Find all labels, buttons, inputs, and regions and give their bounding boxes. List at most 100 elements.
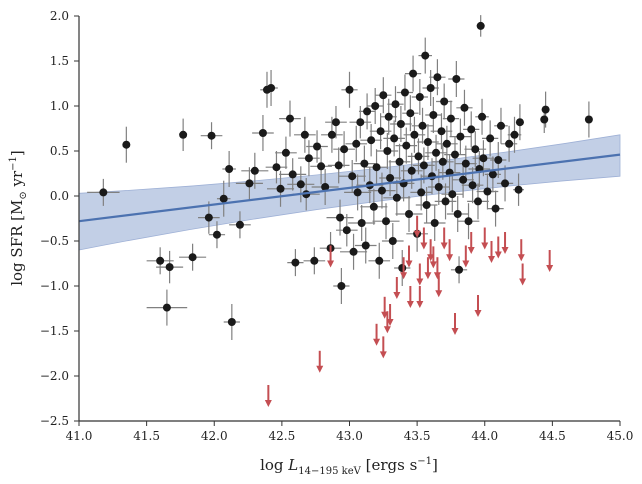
data-point — [357, 219, 366, 227]
data-point — [348, 172, 357, 181]
data-point — [285, 114, 294, 123]
y-tick-label: 1.0 — [50, 99, 69, 113]
data-point — [418, 121, 427, 130]
data-point — [245, 179, 254, 188]
data-point — [317, 162, 326, 171]
x-tick-label: 45.0 — [607, 429, 634, 443]
upper-limit-head — [413, 230, 421, 238]
data-point — [440, 97, 449, 106]
data-point — [432, 148, 441, 157]
x-tick-label: 43.5 — [404, 429, 431, 443]
data-point — [491, 204, 500, 213]
data-point — [442, 139, 451, 148]
y-tick-label: −1.5 — [40, 324, 69, 338]
upper-limit-head — [327, 260, 335, 268]
upper-limit-head — [424, 272, 432, 280]
data-point — [383, 147, 392, 155]
data-point — [367, 136, 376, 145]
data-point — [300, 130, 309, 139]
data-point — [584, 115, 593, 124]
data-point — [473, 197, 482, 206]
data-point — [406, 109, 415, 118]
y-tick-label: 0.0 — [50, 189, 69, 203]
data-point — [471, 145, 480, 154]
data-point — [409, 69, 418, 78]
data-point — [459, 175, 468, 184]
upper-limit-arrow — [467, 232, 475, 254]
upper-limit-head — [386, 319, 394, 326]
upper-limit-arrow — [327, 245, 335, 268]
upper-limit-head — [494, 251, 502, 259]
x-tick-label: 43.0 — [336, 429, 363, 443]
y-axis-label: log SFR [M⊙ yr−1] — [8, 150, 29, 286]
upper-limit-arrow — [433, 257, 441, 280]
data-point — [460, 103, 469, 112]
data-point — [402, 141, 411, 150]
data-point — [496, 121, 505, 130]
data-point — [400, 88, 409, 97]
data-point — [179, 130, 188, 139]
upper-limit-head — [406, 301, 414, 308]
data-point — [467, 125, 476, 134]
upper-limit-arrow — [264, 385, 272, 407]
data-point — [122, 140, 131, 149]
data-point — [461, 159, 470, 168]
upper-limit-head — [433, 272, 441, 280]
fit-line — [78, 153, 621, 223]
data-point — [452, 75, 461, 83]
data-point — [488, 170, 497, 179]
data-point — [313, 142, 322, 151]
data-point — [371, 102, 380, 110]
upper-limit-head — [467, 247, 475, 254]
data-point — [419, 161, 428, 170]
upper-limit-layer — [264, 215, 554, 407]
upper-limit-arrow — [462, 245, 470, 268]
upper-limit-head — [440, 242, 448, 250]
data-point — [369, 202, 378, 211]
data-point — [310, 256, 319, 265]
upper-limit-arrow — [416, 286, 424, 308]
data-point — [515, 118, 524, 127]
upper-limit-arrow — [416, 263, 424, 286]
data-point — [349, 247, 358, 256]
upper-limit-arrow — [474, 295, 482, 317]
data-point — [423, 138, 432, 146]
upper-limit-head — [393, 292, 401, 299]
data-point — [250, 166, 259, 175]
upper-limit-head — [316, 365, 324, 373]
x-tick-label: 41.5 — [133, 429, 160, 443]
data-point — [541, 105, 550, 114]
data-point — [212, 230, 221, 239]
data-point — [446, 114, 455, 123]
upper-limit-arrow — [381, 296, 389, 319]
data-point — [540, 115, 549, 124]
upper-limit-head — [488, 256, 496, 263]
data-point — [272, 163, 281, 172]
data-point — [188, 253, 197, 262]
upper-limit-arrow — [406, 286, 414, 308]
x-tick-label: 44.5 — [539, 429, 566, 443]
data-point — [235, 220, 244, 229]
data-point — [415, 93, 424, 101]
upper-limit-head — [501, 247, 509, 254]
data-point — [327, 130, 336, 139]
upper-limit-arrow — [451, 313, 459, 335]
upper-limit-arrow — [424, 257, 432, 280]
data-point — [486, 134, 495, 143]
data-point — [386, 174, 395, 182]
data-point — [438, 157, 447, 166]
data-point — [437, 127, 446, 136]
upper-limit-arrow — [446, 239, 454, 262]
data-point — [464, 217, 473, 226]
data-point — [204, 213, 213, 222]
data-point — [207, 131, 216, 140]
upper-limit-arrow — [519, 263, 527, 286]
x-tick-labels: 41.0 41.5 42.0 42.5 43.0 43.5 44.0 44.5 45.0 — [66, 421, 634, 443]
data-point — [483, 187, 492, 196]
upper-limit-arrow — [379, 336, 387, 359]
data-point — [379, 91, 388, 100]
data-point — [361, 241, 370, 250]
data-point — [455, 265, 464, 274]
data-point — [410, 130, 419, 139]
data-point — [476, 21, 485, 30]
